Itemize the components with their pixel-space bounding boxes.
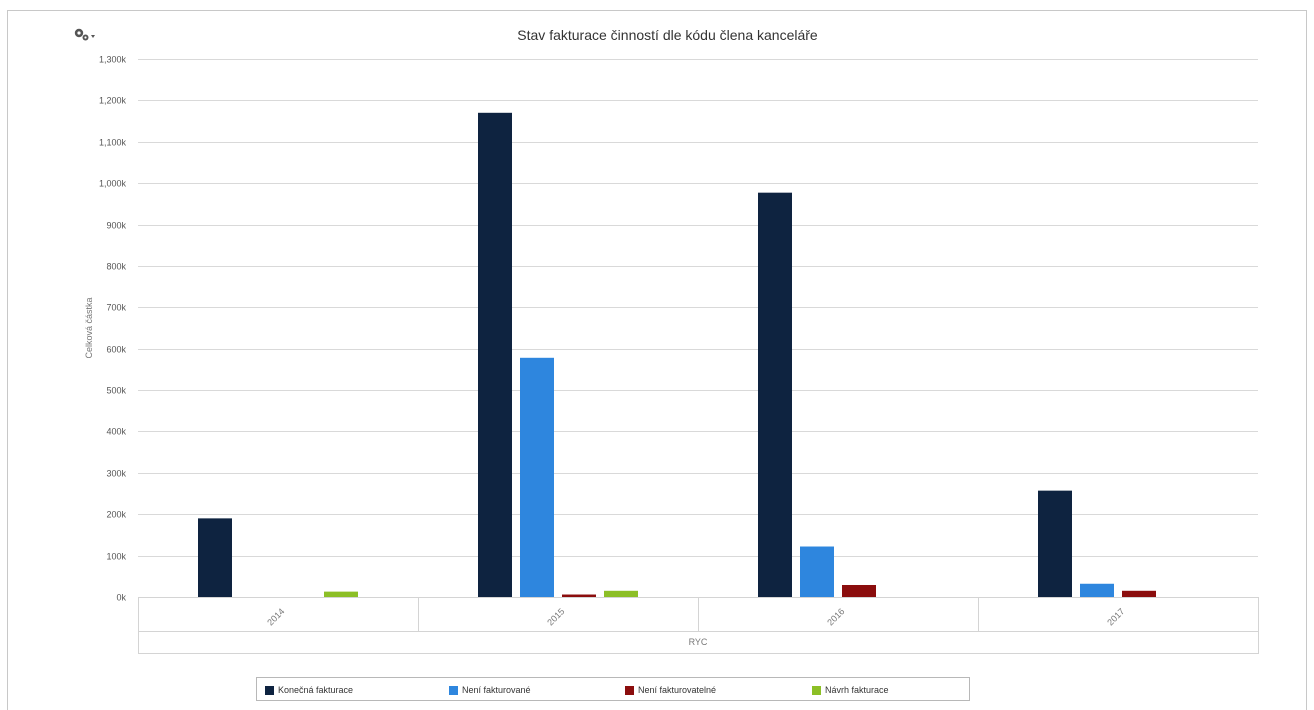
legend-label: Není fakturovatelné (638, 685, 716, 695)
bar[interactable] (478, 113, 512, 597)
legend-item[interactable]: Konečná fakturace (265, 683, 353, 697)
bar[interactable] (198, 518, 232, 597)
x-axis-title: RYC (689, 637, 708, 647)
y-tick-label: 300k (106, 469, 126, 479)
bar[interactable] (604, 591, 638, 597)
y-tick-label: 1,200k (99, 96, 127, 106)
bar[interactable] (1122, 591, 1156, 597)
legend-swatch (449, 686, 458, 695)
legend-swatch (625, 686, 634, 695)
legend-swatch (265, 686, 274, 695)
bar[interactable] (562, 595, 596, 597)
chart-legend: Konečná fakturace Není fakturované Není fa… (256, 677, 970, 701)
y-axis-title: Celková částka (84, 297, 94, 358)
y-tick-label: 800k (106, 262, 126, 272)
bar[interactable] (1080, 584, 1114, 597)
x-tick-label: 2015 (545, 606, 566, 627)
legend-label: Konečná fakturace (278, 685, 353, 695)
legend-label: Není fakturované (462, 685, 531, 695)
y-tick-label: 1,300k (99, 55, 127, 65)
y-tick-label: 400k (106, 427, 126, 437)
bar[interactable] (758, 193, 792, 597)
y-tick-label: 700k (106, 303, 126, 313)
y-tick-label: 200k (106, 510, 126, 520)
bar[interactable] (842, 585, 876, 597)
y-tick-label: 500k (106, 386, 126, 396)
y-tick-label: 0k (116, 593, 126, 603)
y-tick-label: 100k (106, 552, 126, 562)
bar[interactable] (520, 358, 554, 597)
x-tick-label: 2014 (265, 606, 286, 627)
legend-label: Návrh fakturace (825, 685, 889, 695)
x-tick-label: 2017 (1105, 606, 1126, 627)
bar[interactable] (800, 547, 834, 597)
x-tick-label: 2016 (825, 606, 846, 627)
y-tick-label: 1,000k (99, 179, 127, 189)
legend-item[interactable]: Návrh fakturace (812, 683, 889, 697)
y-tick-label: 600k (106, 345, 126, 355)
legend-item[interactable]: Není fakturované (449, 683, 531, 697)
bar[interactable] (1038, 491, 1072, 597)
y-tick-label: 900k (106, 221, 126, 231)
legend-swatch (812, 686, 821, 695)
legend-item[interactable]: Není fakturovatelné (625, 683, 716, 697)
bar[interactable] (324, 592, 358, 597)
y-tick-label: 1,100k (99, 138, 127, 148)
